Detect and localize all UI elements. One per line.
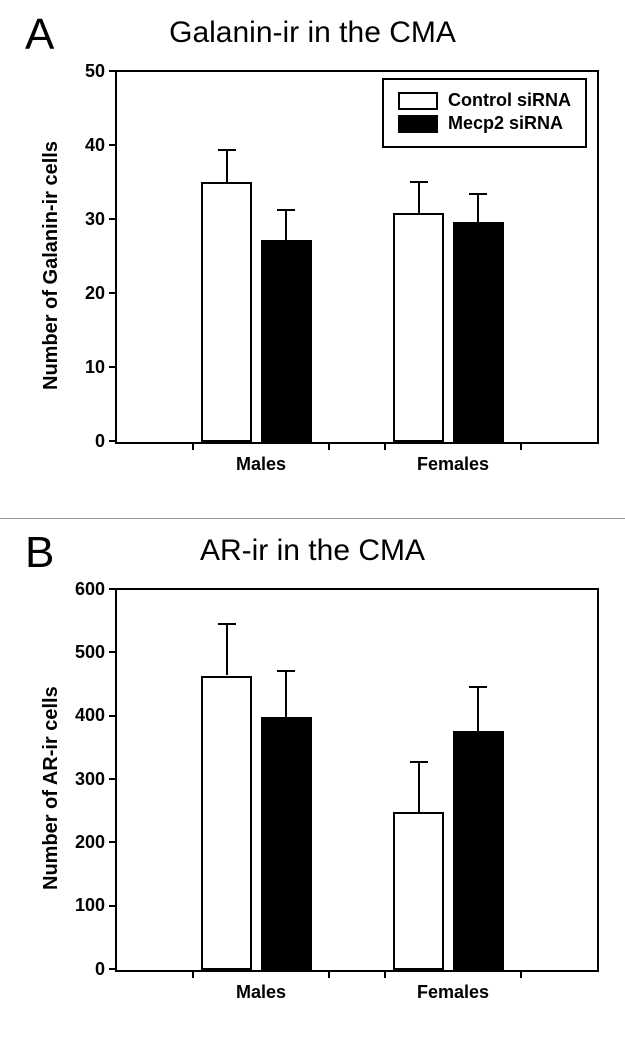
bar — [261, 240, 312, 442]
bar — [393, 213, 444, 442]
y-tick-mark — [109, 968, 117, 970]
category-label: Males — [236, 982, 286, 1003]
x-tick — [192, 442, 194, 450]
y-tick-mark — [109, 218, 117, 220]
y-tick-label: 400 — [75, 705, 105, 726]
panel-a: A Galanin-ir in the CMA Control siRNA Me… — [0, 0, 625, 520]
error-cap — [218, 623, 236, 625]
error-bar — [477, 194, 479, 222]
legend-box: Control siRNA Mecp2 siRNA — [382, 78, 587, 148]
y-tick-mark — [109, 366, 117, 368]
y-tick-label: 30 — [85, 209, 105, 230]
error-cap — [277, 670, 295, 672]
y-tick-mark — [109, 651, 117, 653]
x-tick — [520, 442, 522, 450]
legend-row-control: Control siRNA — [398, 90, 571, 111]
y-tick-label: 300 — [75, 769, 105, 790]
panel-b-ylabel: Number of AR-ir cells — [40, 686, 63, 890]
y-tick-mark — [109, 841, 117, 843]
bar — [453, 731, 504, 970]
error-cap — [410, 761, 428, 763]
x-tick — [520, 970, 522, 978]
error-bar — [226, 624, 228, 676]
error-bar — [285, 671, 287, 717]
error-cap — [469, 686, 487, 688]
y-tick-mark — [109, 715, 117, 717]
error-bar — [418, 182, 420, 212]
y-tick-mark — [109, 144, 117, 146]
y-tick-mark — [109, 778, 117, 780]
y-tick-label: 600 — [75, 579, 105, 600]
error-cap — [277, 209, 295, 211]
error-bar — [418, 762, 420, 811]
y-tick-mark — [109, 70, 117, 72]
legend-label-mecp2: Mecp2 siRNA — [448, 113, 563, 134]
bar — [453, 222, 504, 442]
y-tick-mark — [109, 588, 117, 590]
y-tick-label: 20 — [85, 283, 105, 304]
panel-b-plot: 0100200300400500600MalesFemales — [115, 588, 599, 972]
bar — [201, 182, 252, 442]
y-tick-label: 0 — [95, 959, 105, 980]
panel-divider — [0, 518, 625, 519]
x-tick — [328, 442, 330, 450]
category-label: Males — [236, 454, 286, 475]
panel-a-ylabel: Number of Galanin-ir cells — [40, 141, 63, 390]
bar — [393, 812, 444, 970]
y-tick-label: 40 — [85, 135, 105, 156]
y-tick-label: 10 — [85, 357, 105, 378]
legend-row-mecp2: Mecp2 siRNA — [398, 113, 571, 134]
x-tick — [384, 970, 386, 978]
panel-b-title: AR-ir in the CMA — [0, 534, 625, 568]
y-tick-mark — [109, 440, 117, 442]
x-tick — [384, 442, 386, 450]
bar — [261, 717, 312, 970]
panel-a-title: Galanin-ir in the CMA — [0, 16, 625, 50]
legend-swatch-control — [398, 92, 438, 110]
y-tick-label: 0 — [95, 431, 105, 452]
panel-b: B AR-ir in the CMA 0100200300400500600Ma… — [0, 520, 625, 1050]
category-label: Females — [417, 982, 489, 1003]
category-label: Females — [417, 454, 489, 475]
figure: A Galanin-ir in the CMA Control siRNA Me… — [0, 0, 625, 1050]
legend-label-control: Control siRNA — [448, 90, 571, 111]
bar — [201, 676, 252, 971]
error-cap — [469, 193, 487, 195]
panel-a-plot: Control siRNA Mecp2 siRNA 01020304050Mal… — [115, 70, 599, 444]
error-cap — [410, 181, 428, 183]
y-tick-mark — [109, 292, 117, 294]
error-cap — [218, 149, 236, 151]
legend-swatch-mecp2 — [398, 115, 438, 133]
error-bar — [477, 687, 479, 731]
y-tick-mark — [109, 905, 117, 907]
y-tick-label: 50 — [85, 61, 105, 82]
error-bar — [285, 210, 287, 240]
y-tick-label: 100 — [75, 895, 105, 916]
y-tick-label: 500 — [75, 642, 105, 663]
error-bar — [226, 150, 228, 182]
y-tick-label: 200 — [75, 832, 105, 853]
x-tick — [328, 970, 330, 978]
x-tick — [192, 970, 194, 978]
